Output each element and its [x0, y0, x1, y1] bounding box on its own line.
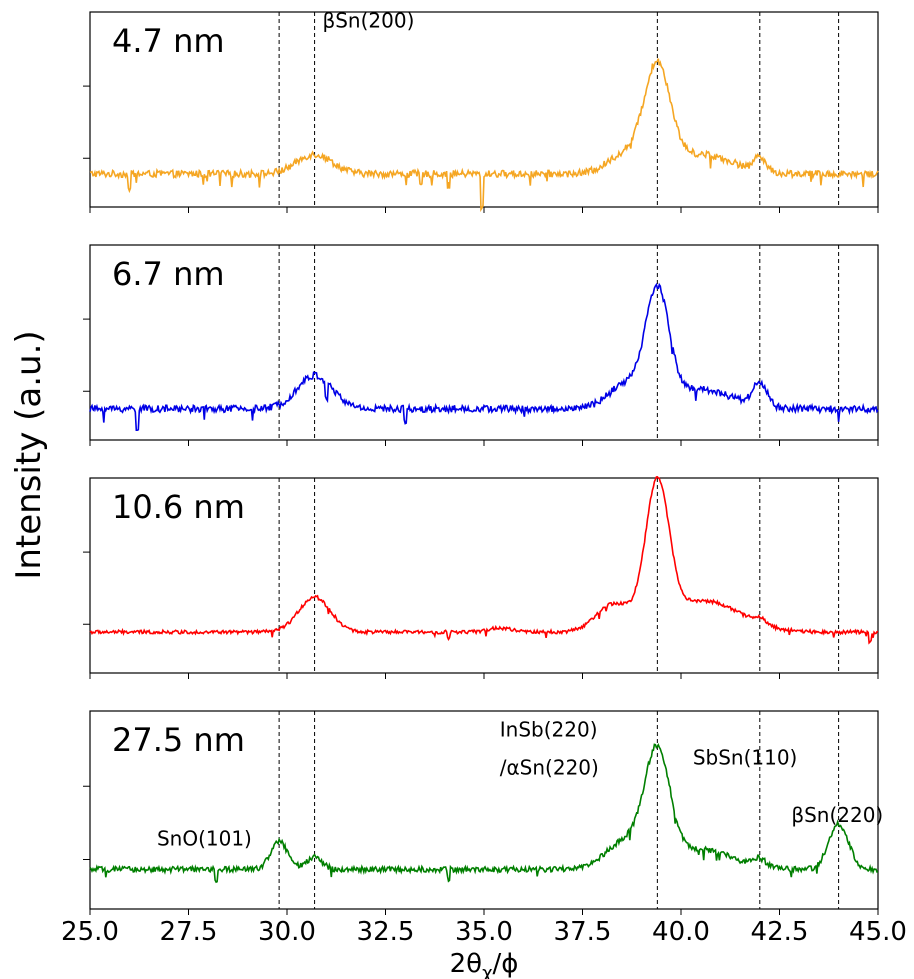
annotation: βSn(200)	[322, 9, 414, 33]
x-axis: 25.0 27.5 30.0 32.5 35.0 37.5 40.0 42.5 45.0	[61, 917, 907, 947]
panel-3: 10.6 nm	[83, 476, 879, 679]
x-tick-label: 42.5	[751, 917, 809, 947]
x-tick-label: 40.0	[652, 917, 710, 947]
y-axis-label: Intensity (a.u.)	[9, 330, 49, 579]
annotation: SbSn(110)	[693, 745, 798, 769]
series-line	[89, 476, 879, 645]
panel-4: 27.5 nm	[83, 710, 879, 915]
x-axis-label: 2θχ/ϕ	[450, 949, 519, 979]
x-tick-label: 30.0	[258, 917, 316, 947]
x-axis-label-main: 2θ	[450, 949, 482, 979]
x-tick-label: 25.0	[61, 917, 119, 947]
x-tick-label: 32.5	[357, 917, 415, 947]
annotation: βSn(220)	[791, 803, 883, 827]
x-tick-label: 37.5	[554, 917, 612, 947]
x-tick-label: 27.5	[160, 917, 218, 947]
annotation: /αSn(220)	[500, 755, 599, 779]
series-line	[89, 742, 879, 884]
x-axis-label-subscript: χ	[482, 963, 492, 979]
x-tick-label: 35.0	[455, 917, 513, 947]
panels-layer: 4.7 nm 6.7 nm 10.6 nm 27.5 nm βSn(200) SnO(10…	[83, 9, 883, 915]
x-tick-label: 45.0	[849, 917, 907, 947]
panel-2: 6.7 nm	[83, 244, 879, 446]
panel-1: 4.7 nm	[83, 11, 879, 213]
panel-label: 10.6 nm	[112, 488, 245, 526]
x-axis-label-tail: /ϕ	[492, 949, 518, 979]
panel-label: 27.5 nm	[112, 721, 245, 759]
panel-label: 6.7 nm	[112, 255, 225, 293]
series-line	[89, 58, 879, 213]
series-line	[89, 282, 879, 431]
panel-label: 4.7 nm	[112, 22, 225, 60]
annotation: InSb(220)	[500, 718, 598, 742]
annotation: SnO(101)	[157, 827, 252, 851]
